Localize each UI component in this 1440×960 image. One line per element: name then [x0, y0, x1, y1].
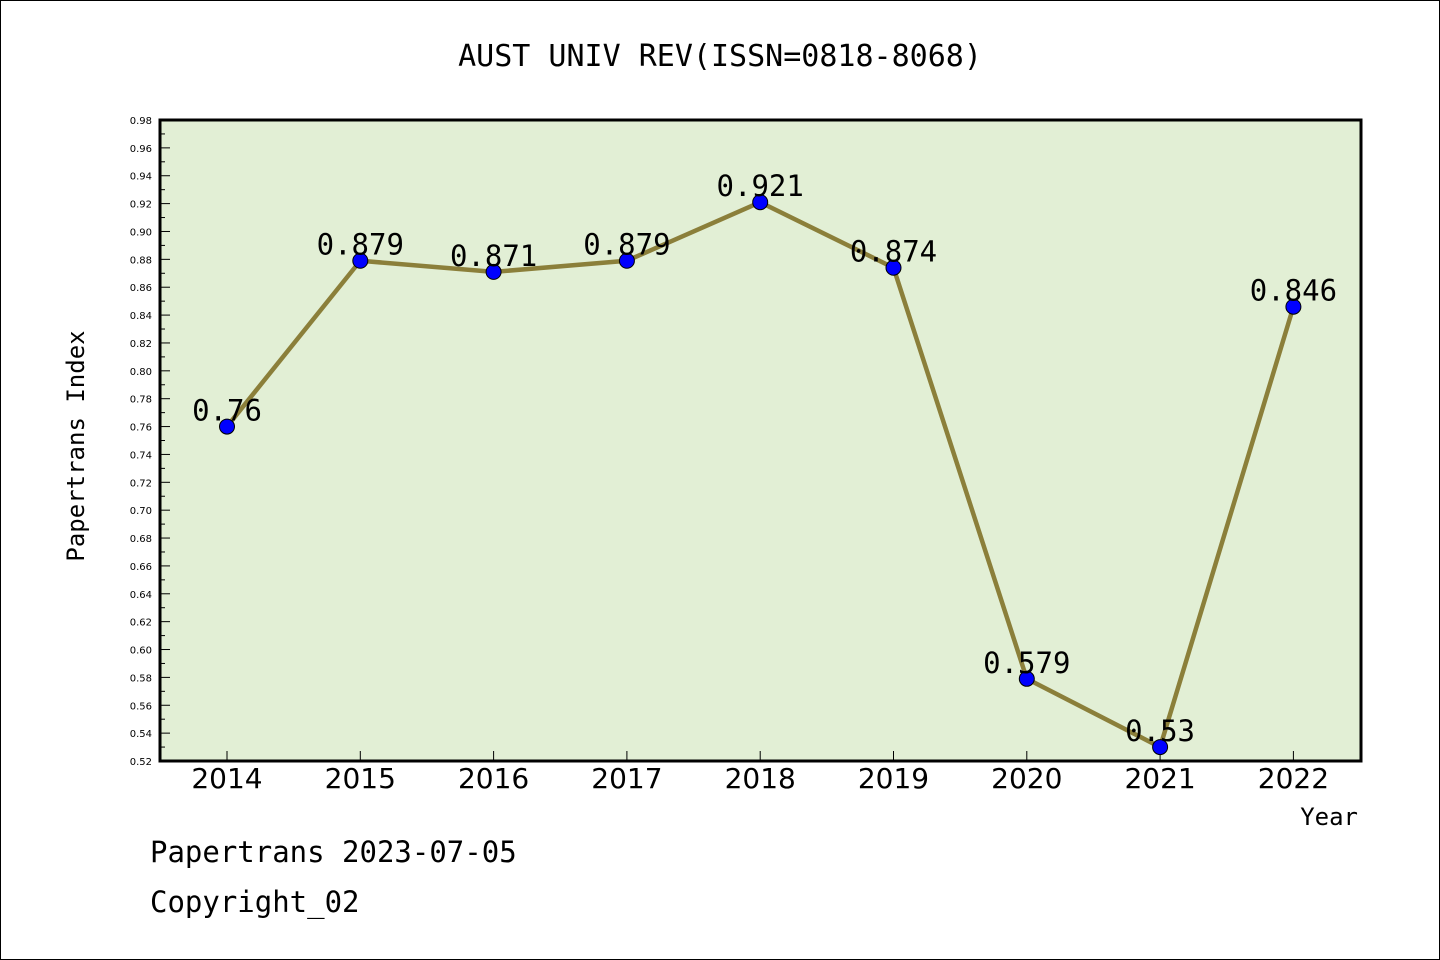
- y-tick-label: 0.82: [130, 339, 152, 350]
- data-point-marker: [352, 252, 369, 269]
- y-tick-label: 0.86: [130, 283, 152, 294]
- y-tick-label: 0.70: [130, 506, 152, 517]
- y-tick-label: 0.76: [130, 423, 152, 434]
- y-tick-label: 0.94: [130, 172, 152, 183]
- y-tick-label: 0.66: [130, 562, 152, 573]
- plot-area: [158, 118, 1363, 763]
- x-tick-label: 2022: [1258, 762, 1329, 795]
- y-tick-label: 0.58: [130, 673, 152, 684]
- x-tick-label: 2015: [325, 762, 396, 795]
- x-tick-label: 2014: [191, 762, 262, 795]
- y-tick-label: 0.80: [130, 367, 152, 378]
- y-tick-label: 0.56: [130, 701, 152, 712]
- data-point-marker: [618, 252, 635, 269]
- data-label: 0.874: [850, 235, 937, 269]
- y-tick-label: 0.54: [130, 729, 152, 740]
- y-tick-label: 0.74: [130, 450, 152, 461]
- y-tick-label: 0.96: [130, 144, 152, 155]
- y-tick-label: 0.72: [130, 478, 152, 489]
- data-point-marker: [1285, 298, 1302, 315]
- x-tick-label: 2019: [858, 762, 929, 795]
- x-axis-title: Year: [1300, 803, 1358, 831]
- data-point-marker: [885, 259, 902, 276]
- y-tick-label: 0.64: [130, 590, 152, 601]
- y-axis-title: Papertrans Index: [62, 330, 90, 561]
- y-tick-label: 0.88: [130, 255, 152, 266]
- data-markers: [219, 194, 1302, 756]
- data-labels: 0.76 0.879 0.871 0.879 0.921 0.874 0.579 0.53 0.…: [192, 169, 1337, 748]
- data-point-marker: [1018, 670, 1035, 687]
- x-tick-label: 2016: [458, 762, 529, 795]
- chart-title: AUST UNIV REV(ISSN=0818-8068): [458, 39, 982, 74]
- data-label: 0.921: [717, 169, 804, 203]
- data-point-marker: [1152, 739, 1169, 756]
- data-label: 0.579: [983, 646, 1070, 680]
- x-tick-label: 2018: [725, 762, 796, 795]
- y-tick-label: 0.92: [130, 200, 152, 211]
- y-tick-label: 0.84: [130, 311, 152, 322]
- x-tick-label: 2021: [1124, 762, 1195, 795]
- data-label: 0.846: [1250, 274, 1337, 308]
- y-tick-label: 0.52: [130, 757, 152, 768]
- x-axis: 2014 2015 2016 2017 2018 2019 2020 2021 2022: [191, 751, 1329, 795]
- x-tick-label: 2020: [991, 762, 1062, 795]
- y-tick-label: 0.68: [130, 534, 152, 545]
- data-label: 0.879: [317, 228, 404, 262]
- data-point-marker: [219, 418, 235, 435]
- data-point-marker: [485, 263, 502, 280]
- footer-date-text: Papertrans 2023-07-05: [150, 835, 517, 869]
- footer-copyright-text: Copyright_02: [150, 885, 360, 919]
- y-tick-label: 0.78: [130, 395, 152, 406]
- y-axis: 0.52 0.54 0.56 0.58 0.60 0.62 0.64 0.66 0.68 0.70…: [130, 116, 170, 768]
- data-label: 0.871: [450, 239, 537, 273]
- data-label: 0.76: [192, 394, 262, 428]
- data-label: 0.879: [583, 228, 670, 262]
- y-tick-label: 0.60: [130, 646, 152, 657]
- y-tick-label: 0.98: [130, 116, 152, 127]
- data-point-marker: [752, 194, 769, 211]
- y-tick-label: 0.90: [130, 227, 152, 238]
- x-tick-label: 2017: [591, 762, 662, 795]
- data-label: 0.53: [1125, 714, 1195, 748]
- y-tick-label: 0.62: [130, 618, 152, 629]
